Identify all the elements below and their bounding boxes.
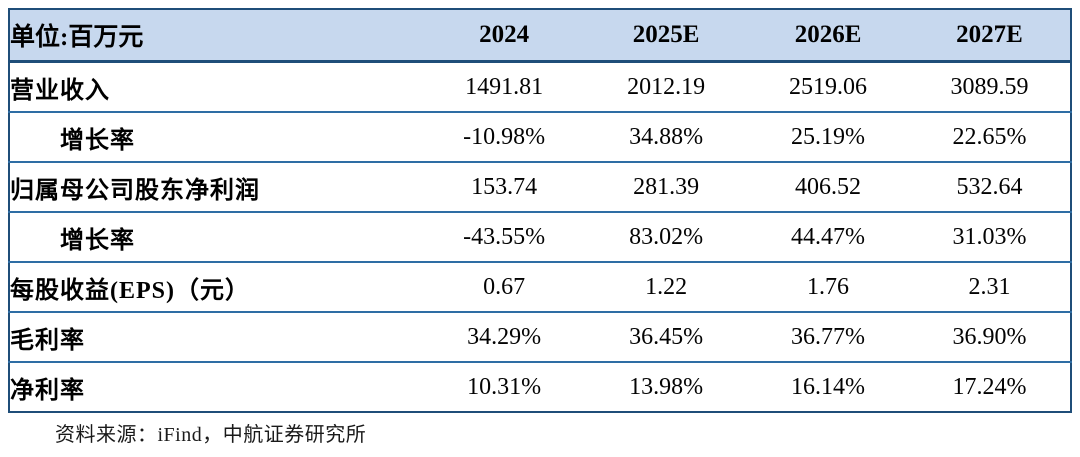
cell-value: 153.74 xyxy=(423,162,586,213)
column-header-2026e: 2026E xyxy=(747,9,910,63)
row-label: 毛利率 xyxy=(9,312,424,363)
source-note: 资料来源：iFind，中航证券研究所 xyxy=(55,424,367,446)
cell-value: 10.31% xyxy=(423,362,586,412)
cell-value: 25.19% xyxy=(747,112,910,163)
table-row-net-profit-growth: 增长率 -43.55% 83.02% 44.47% 31.03% xyxy=(9,212,1071,263)
table-row-eps: 每股收益(EPS)（元） 0.67 1.22 1.76 2.31 xyxy=(9,262,1071,313)
cell-value: 44.47% xyxy=(747,212,910,263)
table-row-revenue-growth: 增长率 -10.98% 34.88% 25.19% 22.65% xyxy=(9,112,1071,163)
row-label: 营业收入 xyxy=(9,61,424,113)
row-label: 增长率 xyxy=(9,112,424,163)
column-header-2025e: 2025E xyxy=(585,9,748,63)
cell-value: 2012.19 xyxy=(585,61,748,113)
cell-value: 0.67 xyxy=(423,262,586,313)
cell-value: 83.02% xyxy=(585,212,748,263)
cell-value: 16.14% xyxy=(747,362,910,412)
cell-value: 13.98% xyxy=(585,362,748,412)
table-row-gross-margin: 毛利率 34.29% 36.45% 36.77% 36.90% xyxy=(9,312,1071,363)
cell-value: -10.98% xyxy=(423,112,586,163)
row-label: 增长率 xyxy=(9,212,424,263)
column-header-2027e: 2027E xyxy=(909,9,1071,63)
cell-value: 3089.59 xyxy=(909,61,1071,113)
cell-value: 36.90% xyxy=(909,312,1071,363)
table-header: 单位:百万元 2024 2025E 2026E 2027E xyxy=(9,9,1071,63)
cell-value: 281.39 xyxy=(585,162,748,213)
row-label: 净利率 xyxy=(9,362,424,412)
table-row-revenue: 营业收入 1491.81 2012.19 2519.06 3089.59 xyxy=(9,61,1071,113)
cell-value: 17.24% xyxy=(909,362,1071,412)
table-row-net-profit: 归属母公司股东净利润 153.74 281.39 406.52 532.64 xyxy=(9,162,1071,213)
column-header-2024: 2024 xyxy=(423,9,586,63)
cell-value: -43.55% xyxy=(423,212,586,263)
cell-value: 34.88% xyxy=(585,112,748,163)
cell-value: 532.64 xyxy=(909,162,1071,213)
row-label: 每股收益(EPS)（元） xyxy=(9,262,424,313)
cell-value: 1.76 xyxy=(747,262,910,313)
header-row: 单位:百万元 2024 2025E 2026E 2027E xyxy=(9,9,1071,63)
cell-value: 1.22 xyxy=(585,262,748,313)
row-label: 归属母公司股东净利润 xyxy=(9,162,424,213)
cell-value: 2.31 xyxy=(909,262,1071,313)
cell-value: 406.52 xyxy=(747,162,910,213)
cell-value: 2519.06 xyxy=(747,61,910,113)
cell-value: 34.29% xyxy=(423,312,586,363)
cell-value: 22.65% xyxy=(909,112,1071,163)
financial-forecast-table: 单位:百万元 2024 2025E 2026E 2027E 营业收入 1491.… xyxy=(8,8,1072,413)
unit-label: 单位:百万元 xyxy=(9,9,424,63)
table-row-net-margin: 净利率 10.31% 13.98% 16.14% 17.24% xyxy=(9,362,1071,412)
cell-value: 1491.81 xyxy=(423,61,586,113)
cell-value: 36.45% xyxy=(585,312,748,363)
cell-value: 36.77% xyxy=(747,312,910,363)
cell-value: 31.03% xyxy=(909,212,1071,263)
table-body: 营业收入 1491.81 2012.19 2519.06 3089.59 增长率… xyxy=(9,61,1071,412)
